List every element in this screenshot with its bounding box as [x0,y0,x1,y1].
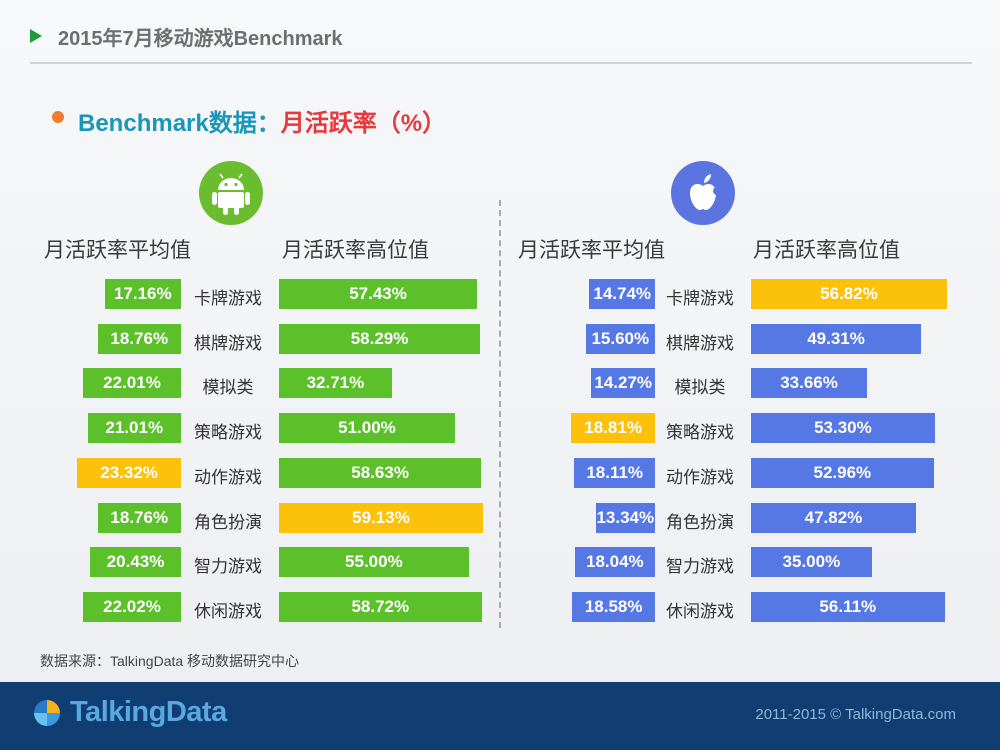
android-high-bar: 59.13% [279,502,483,533]
header-divider [30,62,972,64]
footer-logo: TalkingData [32,696,227,729]
android-avg-bar: 18.76% [97,502,181,533]
ios-avg-bar: 13.34% [595,502,655,533]
android-category-label: 休闲游戏 [194,601,262,621]
apple-icon [671,161,735,225]
ios-category-label: 角色扮演 [666,512,734,532]
data-source-note: 数据来源：TalkingData 移动数据研究中心 [40,653,300,669]
android-category-label: 智力游戏 [194,557,262,577]
ios-avg-header: 月活跃率平均值 [518,239,665,262]
ios-high-header: 月活跃率高位值 [753,239,900,262]
ios-high-bar: 56.11% [751,591,945,622]
android-category-label: 动作游戏 [194,467,262,487]
ios-avg-bar: 18.81% [571,413,655,444]
ios-high-bar: 33.66% [751,368,868,399]
footer-bar [0,682,1000,750]
android-icon [199,161,263,225]
ios-high-bar: 53.30% [751,413,935,444]
android-high-bar: 51.00% [279,413,455,444]
android-category-label: 角色扮演 [194,512,262,532]
ios-avg-bar: 15.60% [585,323,655,354]
logo-text: TalkingData [70,696,227,728]
platform-divider [499,200,501,628]
ios-category-label: 棋牌游戏 [666,333,734,353]
chart-subtitle: Benchmark数据：月活跃率（%） [78,103,446,138]
page-title: 2015年7月移动游戏Benchmark [58,28,343,50]
android-category-label: 模拟类 [202,378,254,398]
android-avg-bar: 21.01% [87,413,181,444]
android-avg-bar: 17.16% [104,279,181,309]
ios-high-bar: 56.82% [751,279,948,309]
header-arrow-icon [30,29,42,43]
ios-avg-bar: 18.58% [572,591,655,622]
copyright-text: 2011-2015 © TalkingData.com [755,706,956,723]
ios-high-bar: 49.31% [751,323,922,354]
ios-category-label: 智力游戏 [666,557,734,577]
android-high-bar: 32.71% [279,368,392,399]
android-avg-bar: 22.01% [83,368,181,399]
android-avg-bar: 20.43% [90,547,181,578]
android-avg-bar: 22.02% [83,591,181,622]
android-high-bar: 55.00% [279,547,469,578]
ios-avg-bar: 18.04% [574,547,655,578]
ios-category-label: 动作游戏 [666,467,734,487]
subtitle-prefix: Benchmark数据： [78,110,281,137]
ios-category-label: 模拟类 [674,378,726,398]
ios-avg-bar: 18.11% [574,457,655,488]
android-high-header: 月活跃率高位值 [282,239,429,262]
ios-high-bar: 35.00% [751,547,872,578]
android-high-bar: 58.72% [279,591,482,622]
android-avg-bar: 18.76% [97,323,181,354]
bullet-dot-icon [52,111,64,123]
android-category-label: 卡牌游戏 [194,289,262,308]
android-avg-bar: 23.32% [77,457,181,488]
android-high-bar: 58.63% [279,457,482,488]
android-category-label: 棋牌游戏 [194,333,262,353]
ios-high-bar: 52.96% [751,457,934,488]
ios-avg-bar: 14.27% [591,368,655,399]
ios-category-label: 策略游戏 [666,423,734,443]
subtitle-metric: 月活跃率（%） [280,110,447,137]
android-high-bar: 58.29% [279,323,481,354]
android-category-label: 策略游戏 [194,423,262,443]
ios-high-bar: 47.82% [751,502,916,533]
android-avg-header: 月活跃率平均值 [44,239,191,262]
ios-avg-bar: 14.74% [589,279,655,309]
ios-category-label: 休闲游戏 [666,601,734,621]
android-high-bar: 57.43% [279,279,478,309]
talkingdata-logo-icon [34,699,60,726]
ios-category-label: 卡牌游戏 [666,289,734,308]
